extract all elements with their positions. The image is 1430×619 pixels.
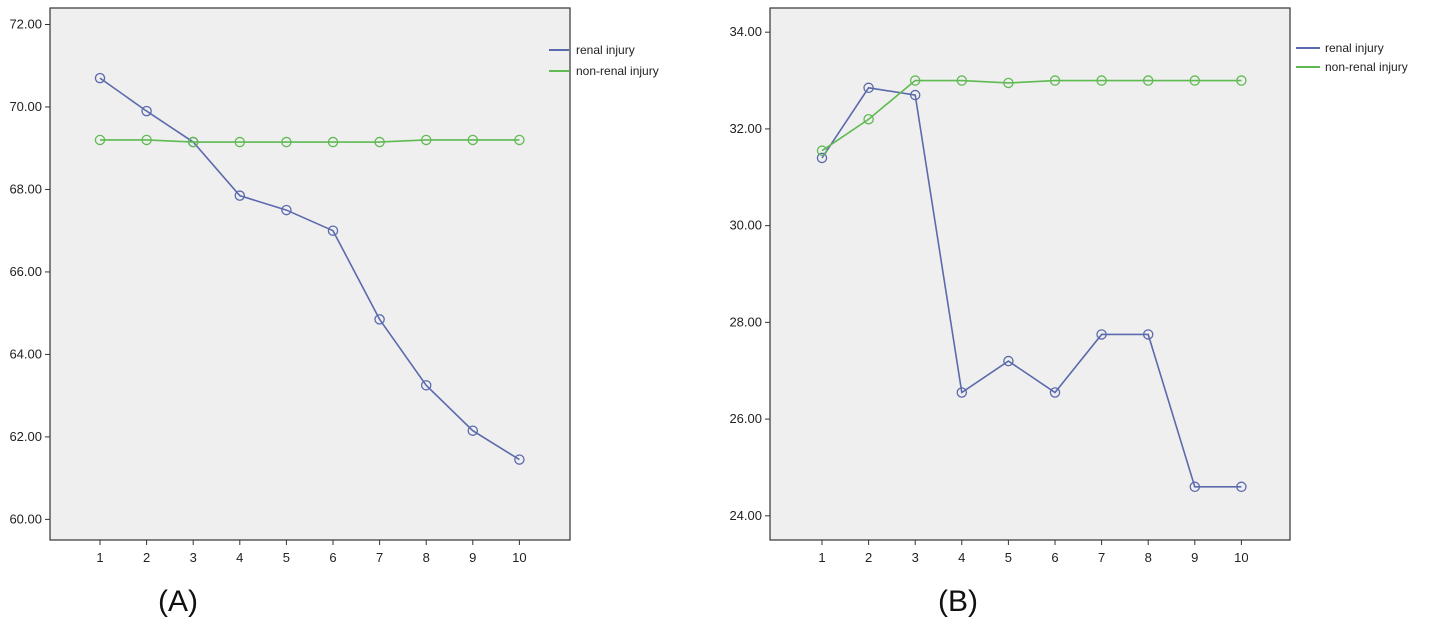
data-point-renal xyxy=(234,190,246,201)
legend-label: non-renal injury xyxy=(1325,60,1408,74)
y-tick-label: 26.00 xyxy=(729,411,762,426)
x-tick-label: 5 xyxy=(283,550,290,565)
data-point-non-renal xyxy=(420,134,432,146)
data-point-renal xyxy=(1189,481,1201,493)
x-tick-label: 3 xyxy=(190,550,197,565)
y-tick-label: 30.00 xyxy=(729,218,762,233)
chart-panel-a: 60.00 62.00 64.00 66.00 68.00 70.00 72.00 1 2 3 4 5… xyxy=(9,7,659,618)
plot-area xyxy=(769,7,1291,541)
data-point-renal xyxy=(956,387,968,398)
series-line-non-renal xyxy=(100,139,520,143)
y-tick-label: 32.00 xyxy=(729,121,762,136)
data-point-renal xyxy=(1003,355,1014,367)
data-point-renal xyxy=(374,314,385,325)
x-tick-label: 10 xyxy=(512,550,526,565)
x-tick-label: 4 xyxy=(958,550,965,565)
data-point-renal xyxy=(816,152,828,164)
data-point-non-renal xyxy=(863,113,874,125)
x-tick-label: 6 xyxy=(329,550,336,565)
data-point-non-renal xyxy=(94,134,106,146)
series-line-renal xyxy=(99,77,520,461)
data-point-non-renal xyxy=(234,136,246,148)
y-tick-label: 66.00 xyxy=(9,264,42,279)
x-tick-label: 4 xyxy=(236,550,243,565)
data-point-renal xyxy=(1142,329,1154,340)
y-tick-label: 28.00 xyxy=(729,314,762,329)
data-point-non-renal xyxy=(514,134,525,146)
data-point-renal xyxy=(327,225,339,236)
x-tick-label: 9 xyxy=(469,550,476,565)
y-tick-label: 24.00 xyxy=(729,508,762,523)
y-tick-label: 64.00 xyxy=(9,346,42,361)
y-tick-label: 70.00 xyxy=(9,99,42,114)
data-point-non-renal xyxy=(956,75,968,86)
data-point-non-renal xyxy=(1236,75,1247,86)
y-tick-label: 34.00 xyxy=(729,24,762,39)
data-point-non-renal xyxy=(1142,75,1154,86)
data-point-renal xyxy=(1096,329,1107,340)
x-tick-label: 6 xyxy=(1051,550,1058,565)
panel-label: (A) xyxy=(158,585,198,618)
data-point-non-renal xyxy=(816,145,828,156)
series-line-renal xyxy=(821,86,1242,488)
data-point-renal xyxy=(909,89,921,101)
y-tick-label: 60.00 xyxy=(9,511,42,526)
plot-area xyxy=(49,7,571,541)
data-point-renal xyxy=(141,105,152,117)
x-tick-label: 5 xyxy=(1005,550,1012,565)
legend-label: non-renal injury xyxy=(576,64,659,78)
data-point-non-renal xyxy=(1189,75,1201,86)
data-point-non-renal xyxy=(141,134,152,146)
x-tick-label: 1 xyxy=(96,550,103,565)
data-point-renal xyxy=(420,380,432,391)
data-point-non-renal xyxy=(281,136,292,148)
legend-label: renal injury xyxy=(576,43,635,57)
chart-panel-b: 24.00 26.00 28.00 30.00 32.00 34.00 1 2 3 4 5 6 7 8 9 1… xyxy=(729,7,1408,618)
data-point-non-renal xyxy=(374,136,385,148)
data-point-renal xyxy=(514,454,525,465)
x-tick-label: 8 xyxy=(1145,550,1152,565)
legend-label: renal injury xyxy=(1325,41,1384,55)
data-point-renal xyxy=(863,82,874,94)
data-point-non-renal xyxy=(327,136,339,148)
data-point-non-renal xyxy=(467,134,479,146)
y-tick-label: 62.00 xyxy=(9,429,42,444)
data-point-renal xyxy=(1049,387,1061,398)
data-point-renal xyxy=(94,72,106,84)
x-tick-label: 7 xyxy=(376,550,383,565)
data-point-renal xyxy=(281,204,292,216)
panel-label: (B) xyxy=(938,585,978,618)
data-point-renal xyxy=(467,425,479,436)
data-point-non-renal xyxy=(187,136,199,148)
y-tick-label: 72.00 xyxy=(9,16,42,31)
x-tick-label: 1 xyxy=(818,550,825,565)
data-point-non-renal xyxy=(1049,75,1061,86)
x-tick-label: 2 xyxy=(143,550,150,565)
data-point-non-renal xyxy=(1096,75,1107,86)
data-point-renal xyxy=(1236,481,1247,493)
data-point-non-renal xyxy=(909,75,921,86)
y-tick-label: 68.00 xyxy=(9,181,42,196)
x-tick-label: 7 xyxy=(1098,550,1105,565)
x-tick-label: 3 xyxy=(912,550,919,565)
x-tick-label: 8 xyxy=(423,550,430,565)
x-tick-label: 9 xyxy=(1191,550,1198,565)
x-tick-label: 2 xyxy=(865,550,872,565)
series-line-non-renal xyxy=(821,79,1242,152)
data-point-non-renal xyxy=(1003,77,1014,89)
x-tick-label: 10 xyxy=(1234,550,1248,565)
